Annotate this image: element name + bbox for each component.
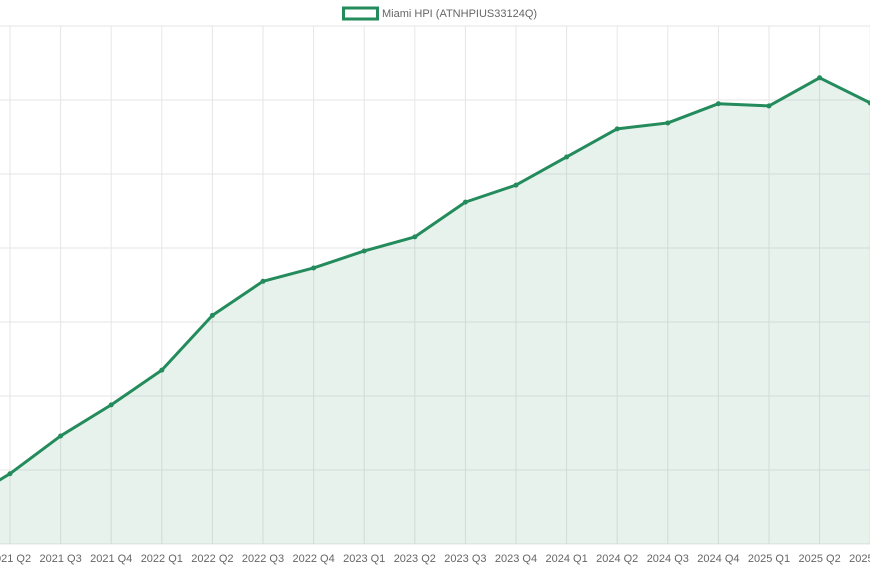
- point: [260, 278, 266, 284]
- x-tick-label: 2021 Q3: [39, 553, 81, 565]
- legend-swatch[interactable]: [342, 6, 379, 21]
- x-tick-label: 2022 Q3: [242, 553, 284, 565]
- point: [462, 199, 468, 205]
- point: [311, 265, 317, 271]
- x-tick-label: 2024 Q1: [545, 553, 587, 565]
- point: [412, 234, 418, 240]
- point: [108, 402, 114, 408]
- x-tick-label: 2023 Q3: [444, 553, 486, 565]
- point: [766, 103, 772, 109]
- point: [564, 154, 570, 160]
- x-tick-label: 2025 Q3: [849, 553, 870, 565]
- point: [58, 433, 64, 439]
- point: [159, 367, 165, 373]
- x-tick-label: 2021 Q2: [0, 553, 31, 565]
- point: [209, 312, 215, 318]
- point: [7, 471, 13, 477]
- point: [614, 126, 620, 132]
- x-tick-label: 2025 Q1: [748, 553, 790, 565]
- x-tick-label: 2024 Q3: [647, 553, 689, 565]
- area: [0, 77, 870, 544]
- x-tick-label: 2022 Q2: [191, 553, 233, 565]
- point: [715, 101, 721, 107]
- x-tick-label: 2022 Q1: [141, 553, 183, 565]
- x-tick-label: 2023 Q4: [495, 553, 537, 565]
- x-tick-label: 2025 Q2: [798, 553, 840, 565]
- x-tick-label: 2023 Q2: [394, 553, 436, 565]
- x-tick-label: 2024 Q4: [697, 553, 739, 565]
- point: [361, 248, 367, 254]
- x-tick-label: 2024 Q2: [596, 553, 638, 565]
- x-tick-label: 2022 Q4: [292, 553, 334, 565]
- point: [513, 182, 519, 188]
- legend-label[interactable]: Miami HPI (ATNHPIUS33124Q): [382, 8, 537, 20]
- x-tick-label: 2023 Q1: [343, 553, 385, 565]
- point: [867, 100, 870, 106]
- point: [665, 120, 671, 126]
- point: [817, 75, 823, 81]
- x-tick-label: 2021 Q4: [90, 553, 132, 565]
